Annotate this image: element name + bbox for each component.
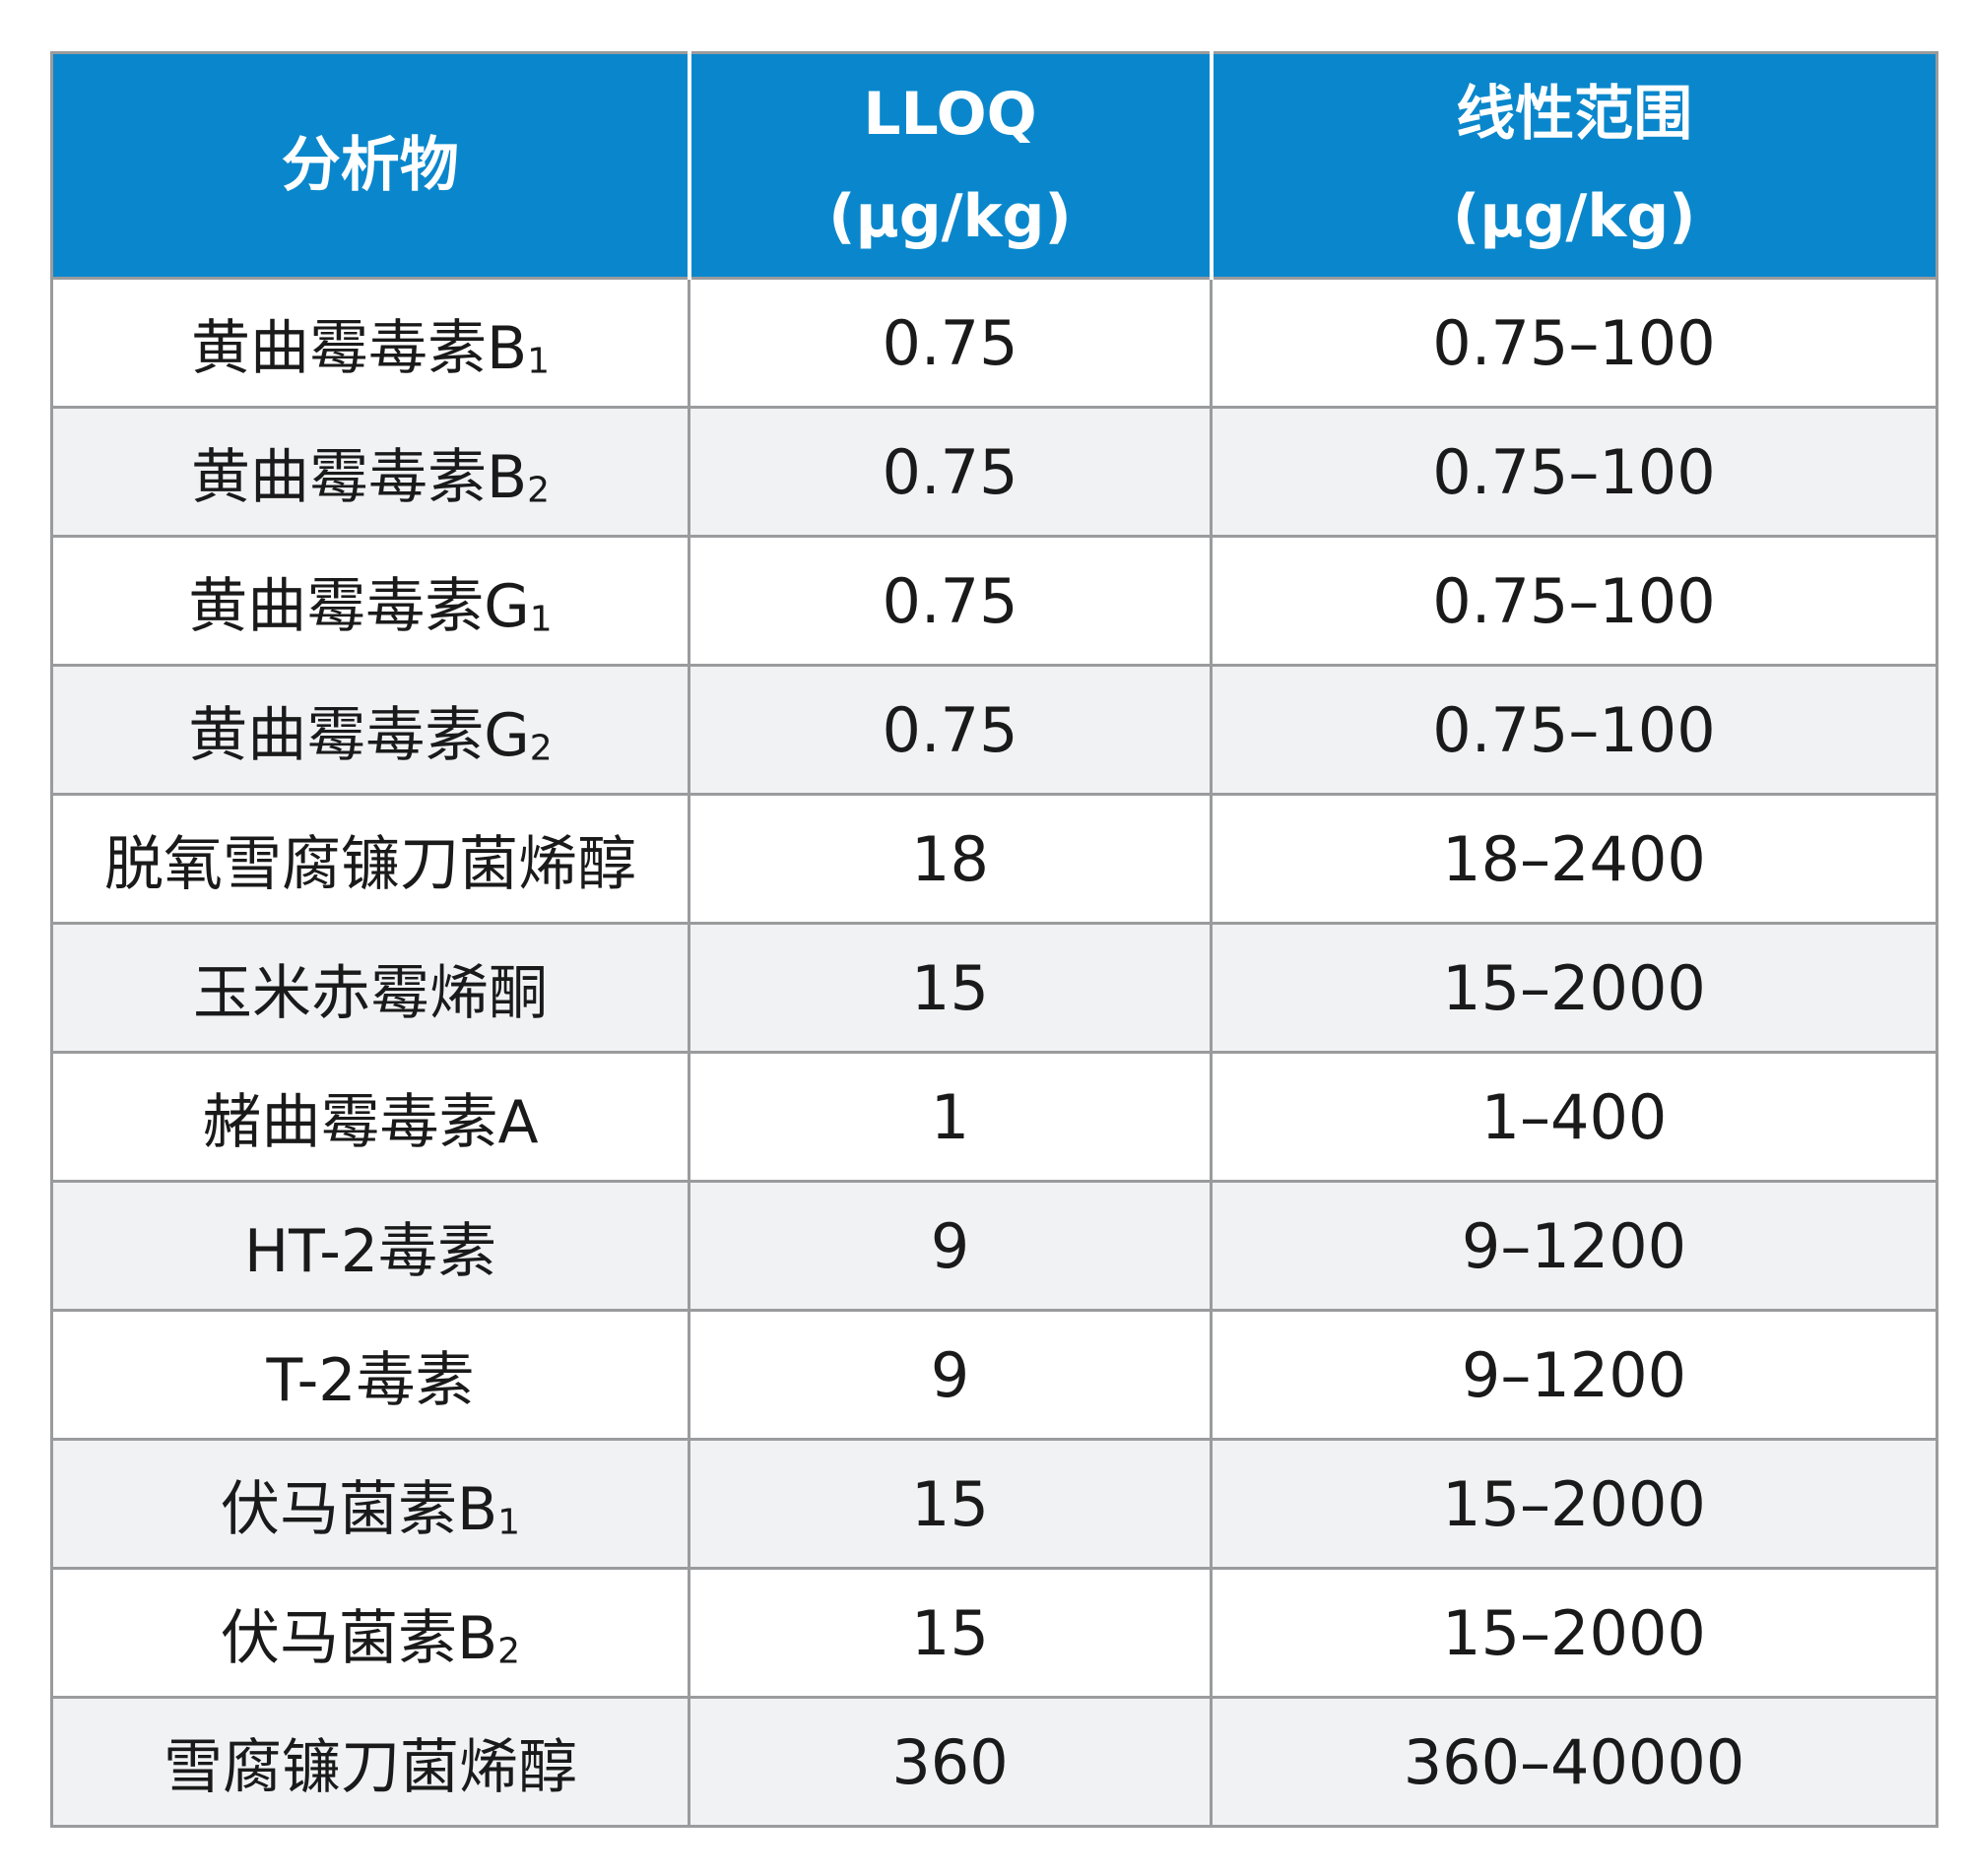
table-body: 黄曲霉毒素B1 0.75 0.75–100 黄曲霉毒素B2 0.75 0.75–… xyxy=(50,277,1938,1828)
analyte-name: T-2毒素 xyxy=(266,1345,475,1415)
table-row: 伏马菌素B2 15 15–2000 xyxy=(50,1567,1938,1699)
analyte-subscript: 2 xyxy=(527,469,551,510)
lloq-cell: 9 xyxy=(688,1180,1213,1312)
lloq-cell: 0.75 xyxy=(688,535,1213,667)
range-cell: 360–40000 xyxy=(1210,1696,1938,1828)
analyte-name: 赭曲霉毒素A xyxy=(202,1087,539,1157)
analyte-cell: 雪腐镰刀菌烯醇 xyxy=(50,1696,690,1828)
data-table: 分析物 LLOQ (μg/kg) 线性范围 (μg/kg) 黄曲霉毒素B1 0.… xyxy=(50,51,1938,1828)
range-cell: 0.75–100 xyxy=(1210,406,1938,538)
table-row: 雪腐镰刀菌烯醇 360 360–40000 xyxy=(50,1696,1938,1828)
analyte-name: 黄曲霉毒素B xyxy=(190,313,528,383)
analyte-cell: 黄曲霉毒素G2 xyxy=(50,664,690,796)
range-cell: 9–1200 xyxy=(1210,1180,1938,1312)
analyte-cell: 赭曲霉毒素A xyxy=(50,1051,690,1183)
lloq-cell: 15 xyxy=(688,1567,1213,1699)
header-row: 分析物 LLOQ (μg/kg) 线性范围 (μg/kg) xyxy=(50,51,1938,280)
analyte-cell: T-2毒素 xyxy=(50,1309,690,1441)
range-cell: 0.75–100 xyxy=(1210,535,1938,667)
header-lloq: LLOQ (μg/kg) xyxy=(687,51,1213,280)
analyte-name: 伏马菌素B xyxy=(220,1474,498,1544)
range-cell: 0.75–100 xyxy=(1210,664,1938,796)
analyte-cell: 黄曲霉毒素G1 xyxy=(50,535,690,667)
table-row: 伏马菌素B1 15 15–2000 xyxy=(50,1438,1938,1570)
range-cell: 9–1200 xyxy=(1210,1309,1938,1441)
table-header: 分析物 LLOQ (μg/kg) 线性范围 (μg/kg) xyxy=(50,51,1938,280)
lloq-cell: 15 xyxy=(688,922,1213,1054)
header-range-label: 线性范围 xyxy=(1456,80,1693,149)
analyte-subscript: 2 xyxy=(497,1630,521,1671)
analyte-cell: 黄曲霉毒素B1 xyxy=(50,277,690,409)
header-range-unit: (μg/kg) xyxy=(1452,182,1696,251)
lloq-cell: 1 xyxy=(688,1051,1213,1183)
analyte-name: 黄曲霉毒素B xyxy=(190,442,528,512)
lloq-cell: 0.75 xyxy=(688,406,1213,538)
analyte-cell: HT-2毒素 xyxy=(50,1180,690,1312)
table-row: T-2毒素 9 9–1200 xyxy=(50,1309,1938,1441)
analyte-subscript: 1 xyxy=(497,1501,521,1542)
table-row: 玉米赤霉烯酮 15 15–2000 xyxy=(50,922,1938,1054)
lloq-cell: 0.75 xyxy=(688,277,1213,409)
analyte-name: 脱氧雪腐镰刀菌烯醇 xyxy=(104,829,636,899)
lloq-cell: 0.75 xyxy=(688,664,1213,796)
range-cell: 18–2400 xyxy=(1210,793,1938,925)
analyte-name: 雪腐镰刀菌烯醇 xyxy=(164,1732,577,1802)
analyte-name: 伏马菌素B xyxy=(220,1603,498,1673)
table-row: 脱氧雪腐镰刀菌烯醇 18 18–2400 xyxy=(50,793,1938,925)
analyte-subscript: 1 xyxy=(529,598,553,639)
analyte-cell: 伏马菌素B2 xyxy=(50,1567,690,1699)
range-cell: 15–2000 xyxy=(1210,1438,1938,1570)
table-row: 黄曲霉毒素G2 0.75 0.75–100 xyxy=(50,664,1938,796)
table-row: HT-2毒素 9 9–1200 xyxy=(50,1180,1938,1312)
range-cell: 1–400 xyxy=(1210,1051,1938,1183)
table-row: 赭曲霉毒素A 1 1–400 xyxy=(50,1051,1938,1183)
analyte-name: 黄曲霉毒素G xyxy=(188,571,530,641)
analyte-name: HT-2毒素 xyxy=(243,1216,497,1286)
analyte-cell: 脱氧雪腐镰刀菌烯醇 xyxy=(50,793,690,925)
lloq-cell: 9 xyxy=(688,1309,1213,1441)
analyte-subscript: 1 xyxy=(527,340,551,381)
analyte-name: 玉米赤霉烯酮 xyxy=(193,958,548,1028)
header-lloq-unit: (μg/kg) xyxy=(828,182,1072,251)
header-lloq-label: LLOQ xyxy=(863,80,1037,149)
analyte-name: 黄曲霉毒素G xyxy=(188,700,530,770)
lloq-cell: 15 xyxy=(688,1438,1213,1570)
analyte-subscript: 2 xyxy=(529,727,553,768)
analyte-cell: 玉米赤霉烯酮 xyxy=(50,922,690,1054)
header-linear-range: 线性范围 (μg/kg) xyxy=(1209,51,1938,280)
range-cell: 15–2000 xyxy=(1210,1567,1938,1699)
lloq-cell: 360 xyxy=(688,1696,1213,1828)
analyte-cell: 伏马菌素B1 xyxy=(50,1438,690,1570)
header-analyte-label: 分析物 xyxy=(281,131,459,200)
table-row: 黄曲霉毒素G1 0.75 0.75–100 xyxy=(50,535,1938,667)
table-row: 黄曲霉毒素B1 0.75 0.75–100 xyxy=(50,277,1938,409)
header-analyte: 分析物 xyxy=(50,51,690,280)
analyte-cell: 黄曲霉毒素B2 xyxy=(50,406,690,538)
range-cell: 15–2000 xyxy=(1210,922,1938,1054)
range-cell: 0.75–100 xyxy=(1210,277,1938,409)
lloq-cell: 18 xyxy=(688,793,1213,925)
table-row: 黄曲霉毒素B2 0.75 0.75–100 xyxy=(50,406,1938,538)
